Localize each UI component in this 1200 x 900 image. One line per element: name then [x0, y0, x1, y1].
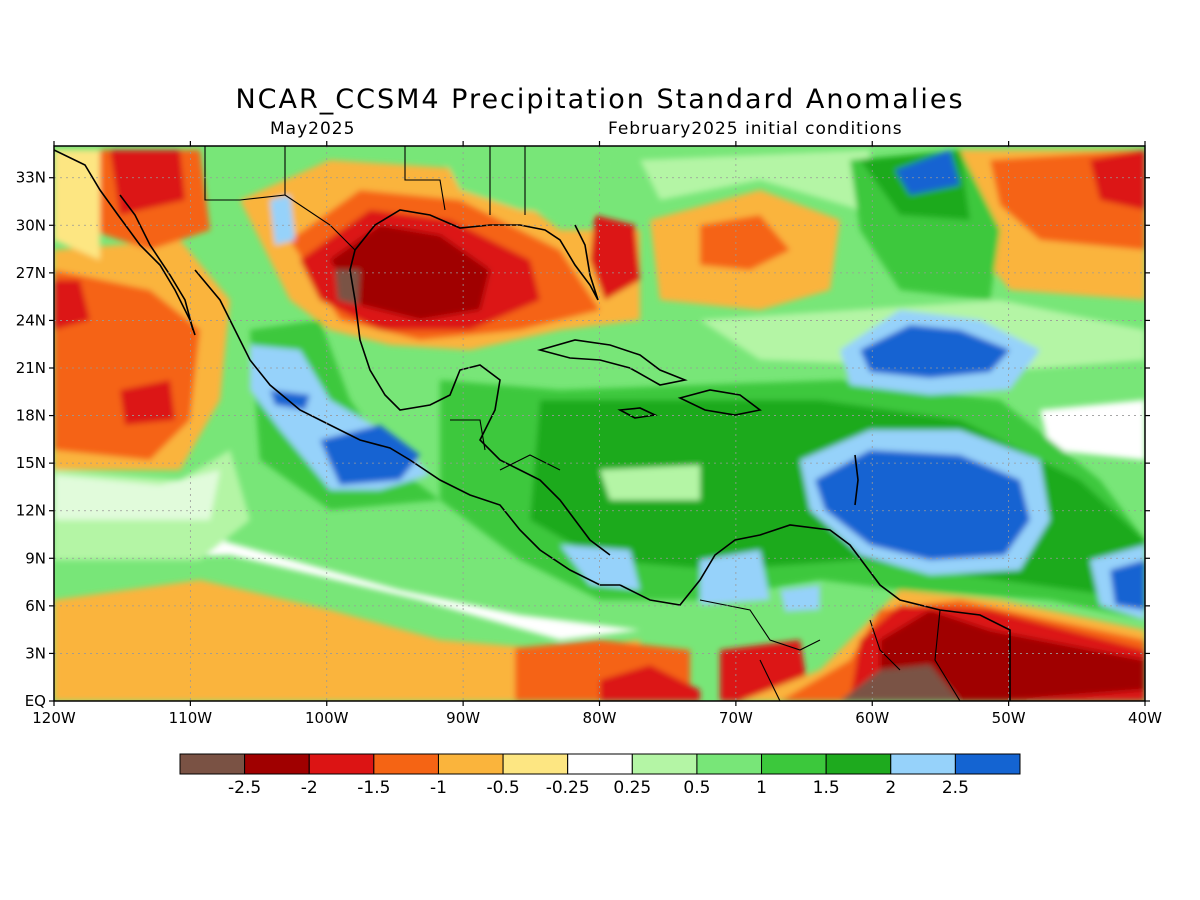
legend-swatch	[502, 753, 569, 775]
legend-swatch	[761, 753, 827, 775]
legend-label: 0.25	[613, 778, 651, 798]
color-legend: -2.5 -2 -1.5 -1 -0.5 -0.25 0.25 0.5 1 1.5 2 2.5	[179, 753, 1021, 798]
forecast-month: May2025	[270, 119, 356, 139]
legend-label: -2.5	[228, 778, 261, 798]
lat-label: 15N	[16, 454, 46, 472]
legend-swatch	[696, 753, 763, 775]
lon-label: 100W	[305, 709, 349, 727]
longitude-labels: 120W 110W 100W 90W 80W 70W 60W 50W 40W	[32, 709, 1162, 727]
legend-label: 2	[885, 778, 896, 798]
lat-label: 9N	[25, 549, 46, 567]
legend-swatch	[631, 753, 698, 775]
lat-label: 12N	[16, 502, 46, 520]
lat-label: 30N	[16, 216, 46, 234]
legend-swatch	[825, 753, 892, 775]
legend-label: 2.5	[942, 778, 969, 798]
legend-label: -1.5	[357, 778, 390, 798]
lon-label: 90W	[446, 709, 480, 727]
legend-swatch	[437, 753, 504, 775]
axis-ticks	[49, 141, 1150, 706]
lon-label: 80W	[583, 709, 617, 727]
lon-label: 110W	[169, 709, 213, 727]
latitude-labels: EQ 3N 6N 9N 12N 15N 18N 21N 24N 27N 30N 33N	[16, 169, 46, 710]
lat-label: 6N	[25, 597, 46, 615]
legend-swatch	[954, 753, 1021, 775]
coastlines	[54, 149, 1011, 701]
legend-swatch	[373, 753, 439, 775]
legend-swatch	[179, 753, 246, 775]
lon-label: 40W	[1128, 709, 1162, 727]
legend-label: 1	[756, 778, 767, 798]
legend-swatch	[308, 753, 375, 775]
legend-label: -2	[301, 778, 318, 798]
lat-label: 33N	[16, 169, 46, 187]
legend-label: -0.25	[546, 778, 590, 798]
legend-label: -0.5	[486, 778, 519, 798]
lon-label: 60W	[855, 709, 889, 727]
legend-label: -1	[430, 778, 447, 798]
lat-label: 3N	[25, 644, 46, 662]
legend-swatch	[567, 753, 633, 775]
legend-label: 0.5	[683, 778, 710, 798]
initial-conditions-label: February2025 initial conditions	[608, 119, 903, 139]
lat-label: 27N	[16, 264, 46, 282]
lat-label: 24N	[16, 311, 46, 329]
legend-label: 1.5	[813, 778, 840, 798]
lon-label: 120W	[32, 709, 76, 727]
legend-swatch	[890, 753, 956, 775]
lon-label: 70W	[719, 709, 753, 727]
lat-label: EQ	[25, 692, 46, 710]
legend-swatch	[244, 753, 310, 775]
map-title: NCAR_CCSM4 Precipitation Standard Anomal…	[235, 84, 965, 115]
lat-label: 18N	[16, 407, 46, 425]
lat-label: 21N	[16, 359, 46, 377]
graticule	[54, 146, 1145, 701]
lon-label: 50W	[992, 709, 1026, 727]
